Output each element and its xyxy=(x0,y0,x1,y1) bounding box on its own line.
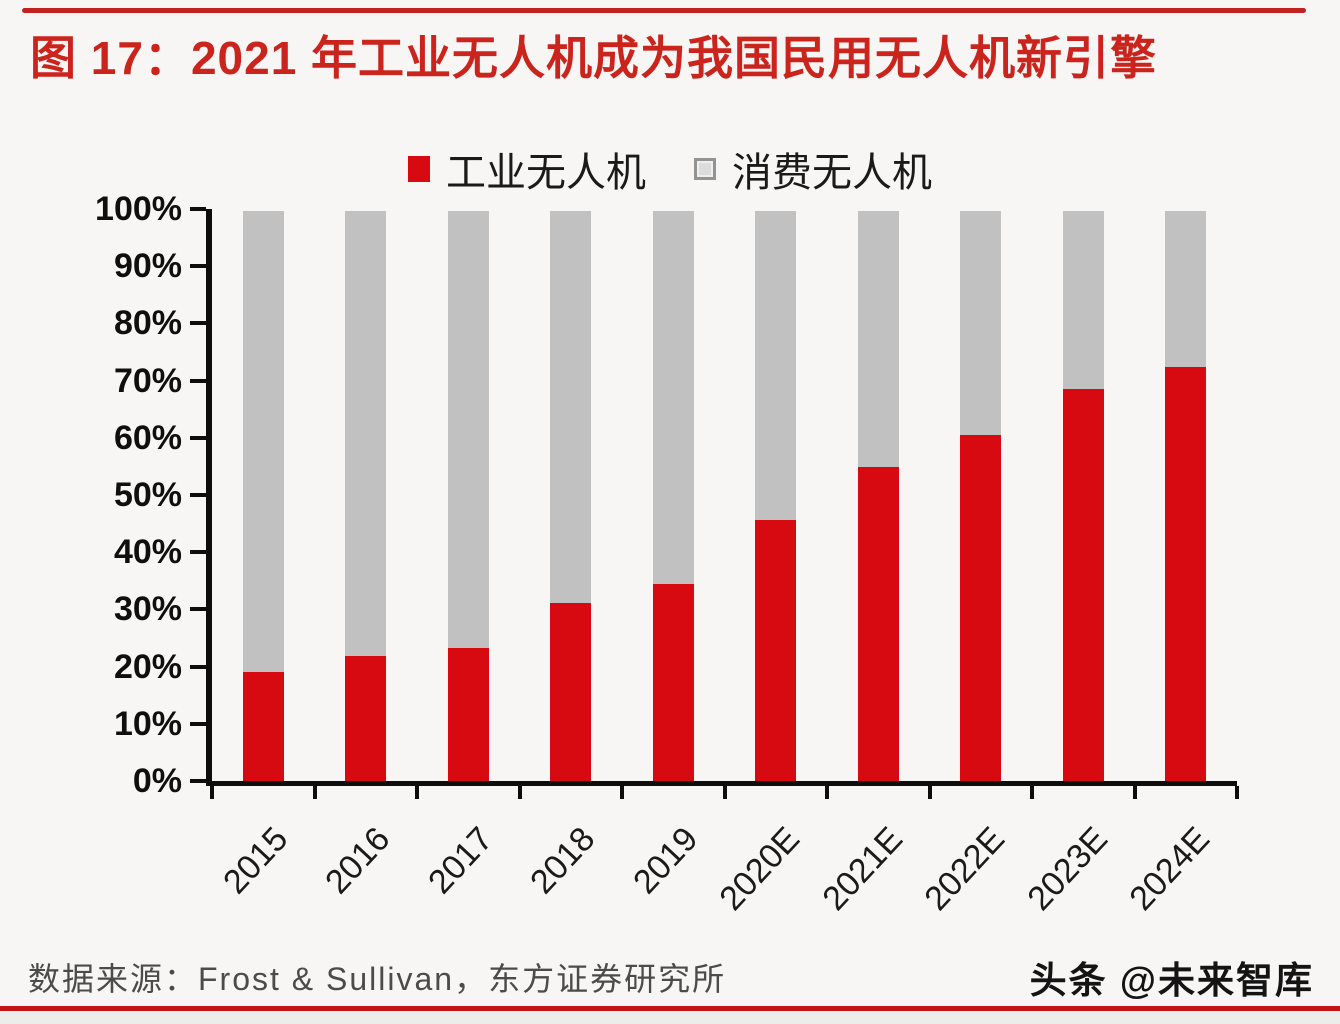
y-axis-tick-label: 40% xyxy=(113,533,182,572)
bar-segment-industrial-2017 xyxy=(447,648,489,781)
x-axis-category-label: 2021E xyxy=(815,820,911,918)
x-axis-category-label: 2016 xyxy=(318,820,398,902)
legend-item-consumer: 消费无人机 xyxy=(694,140,932,198)
y-axis-tick-label: 30% xyxy=(113,590,182,629)
legend-item-industrial: 工业无人机 xyxy=(408,140,646,198)
data-source-note: 数据来源：Frost & Sullivan，东方证券研究所 xyxy=(28,961,727,997)
x-axis-tick xyxy=(620,786,624,799)
figure-title: 图 17：2021 年工业无人机成为我国民用无人机新引擎 xyxy=(30,32,1158,84)
consumer-series-swatch xyxy=(694,158,716,180)
y-axis-tick xyxy=(190,378,206,383)
y-axis-tick xyxy=(190,493,206,497)
y-axis-tick-label: 80% xyxy=(113,304,182,343)
bar-segment-industrial-2015 xyxy=(242,672,284,781)
bar-segment-industrial-2023E xyxy=(1062,389,1104,781)
legend-label-industrial: 工业无人机 xyxy=(446,151,646,195)
y-axis-tick-label: 50% xyxy=(113,476,182,514)
bottom-accent-line xyxy=(0,1006,1340,1011)
y-axis-tick xyxy=(190,321,206,326)
bar-segment-industrial-2016 xyxy=(345,656,387,781)
x-axis-category-label: 2018 xyxy=(523,820,603,902)
x-axis-category-label: 2022E xyxy=(917,820,1013,918)
bar-segment-industrial-2021E xyxy=(857,467,899,781)
x-axis-tick xyxy=(1132,786,1137,799)
x-axis-tick xyxy=(722,786,727,799)
top-accent-line xyxy=(22,8,1306,13)
bar-segment-consumer-2015 xyxy=(242,211,284,672)
y-axis-tick xyxy=(190,550,206,555)
bar-segment-consumer-2024E xyxy=(1165,211,1207,367)
bar-segment-industrial-2024E xyxy=(1165,367,1207,781)
watermark: 头条 @未来智库 xyxy=(1029,960,1314,1001)
y-axis-tick-label: 0% xyxy=(132,762,182,800)
x-axis-tick xyxy=(415,786,419,799)
bar-segment-consumer-2023E xyxy=(1062,211,1104,389)
y-axis-tick-label: 10% xyxy=(113,704,182,743)
bar-segment-consumer-2022E xyxy=(960,211,1002,435)
x-axis-tick xyxy=(517,786,522,799)
bar-segment-industrial-2018 xyxy=(550,603,592,781)
x-axis-tick xyxy=(927,786,932,799)
x-axis-category-label: 2024E xyxy=(1122,820,1218,918)
y-axis-tick-label: 60% xyxy=(113,418,182,457)
bar-segment-consumer-2017 xyxy=(447,211,489,648)
bar-segment-consumer-2021E xyxy=(857,211,899,467)
bar-segment-industrial-2019 xyxy=(652,584,694,781)
y-axis-tick xyxy=(190,435,206,440)
y-axis-tick xyxy=(190,664,206,669)
y-axis-tick-label: 100% xyxy=(95,190,182,228)
x-axis-category-label: 2020E xyxy=(712,820,808,918)
x-axis-tick xyxy=(1235,786,1239,799)
industrial-series-swatch xyxy=(408,156,430,182)
y-axis-tick-label: 70% xyxy=(113,361,182,400)
plot-axes-frame xyxy=(206,209,1237,786)
x-axis-tick xyxy=(1030,786,1034,799)
y-axis-tick xyxy=(190,207,206,211)
x-axis-category-label: 2023E xyxy=(1020,820,1116,918)
legend-label-consumer: 消费无人机 xyxy=(732,151,932,195)
bar-segment-consumer-2018 xyxy=(550,211,592,603)
bar-segment-consumer-2020E xyxy=(755,211,797,520)
y-axis-tick xyxy=(190,264,206,269)
x-axis-category-label: 2017 xyxy=(420,820,501,902)
y-axis-tick xyxy=(190,607,206,612)
x-axis-tick xyxy=(312,786,317,799)
x-axis-category-label: 2019 xyxy=(625,820,706,902)
y-axis-tick-label: 20% xyxy=(113,647,182,686)
bar-segment-consumer-2016 xyxy=(345,211,387,656)
bar-segment-consumer-2019 xyxy=(652,211,694,584)
bar-segment-industrial-2022E xyxy=(960,435,1002,781)
bottom-strip xyxy=(0,1011,1340,1024)
y-axis-tick xyxy=(190,779,206,783)
x-axis-category-label: 2015 xyxy=(215,820,296,902)
y-axis-tick-label: 90% xyxy=(113,247,182,286)
legend: 工业无人机 消费无人机 xyxy=(0,140,1340,198)
bar-segment-industrial-2020E xyxy=(755,520,797,781)
x-axis-tick xyxy=(210,786,214,799)
x-axis-tick xyxy=(825,786,829,799)
y-axis-tick xyxy=(190,721,206,726)
